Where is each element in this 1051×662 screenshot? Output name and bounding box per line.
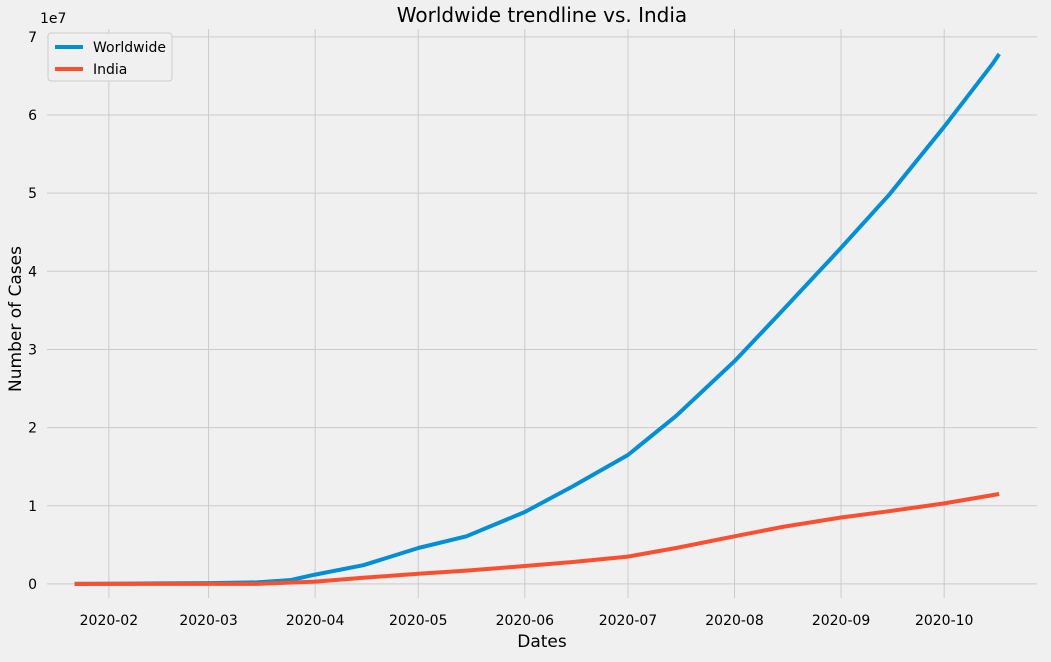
- x-tick-label: 2020-05: [389, 613, 448, 629]
- x-tick-label: 2020-10: [915, 613, 974, 629]
- x-tick-label: 2020-02: [80, 613, 139, 629]
- x-tick-label: 2020-09: [812, 613, 871, 629]
- y-offset-label: 1e7: [40, 11, 66, 27]
- chart-title: Worldwide trendline vs. India: [397, 3, 687, 27]
- x-tick-label: 2020-08: [705, 613, 764, 629]
- x-tick-label: 2020-06: [496, 613, 555, 629]
- y-tick-label: 2: [28, 421, 37, 437]
- legend-label: India: [93, 62, 127, 78]
- legend-label: Worldwide: [93, 40, 166, 56]
- x-tick-label: 2020-07: [599, 613, 658, 629]
- y-tick-label: 5: [28, 186, 37, 202]
- series-layer: [74, 52, 1001, 586]
- series-line-india: [74, 492, 1000, 586]
- y-tick-label: 3: [28, 342, 37, 358]
- x-axis-label: Dates: [517, 632, 567, 652]
- tick-labels: 2020-02 2020-03 2020-04 2020-05 2020-06 2020-…: [28, 30, 973, 629]
- y-tick-label: 1: [28, 499, 37, 515]
- x-tick-label: 2020-03: [179, 613, 238, 629]
- legend: Worldwide India: [47, 32, 173, 82]
- grid: [47, 29, 1037, 598]
- y-tick-label: 6: [28, 108, 37, 124]
- y-tick-label: 7: [28, 30, 37, 46]
- y-axis-label: Number of Cases: [6, 246, 26, 392]
- y-tick-label: 4: [28, 264, 37, 280]
- x-tick-label: 2020-04: [286, 613, 345, 629]
- y-tick-label: 0: [28, 577, 37, 593]
- legend-items: Worldwide India: [55, 40, 166, 78]
